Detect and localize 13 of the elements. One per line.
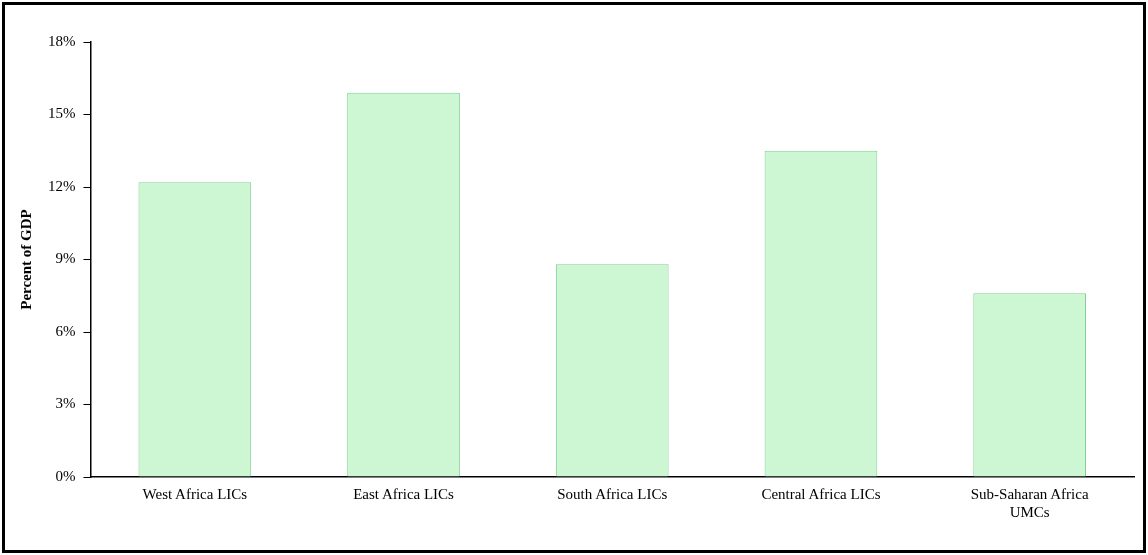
- y-tick-label: 18%: [48, 32, 76, 49]
- y-tick-label: 9%: [55, 250, 76, 267]
- y-tick-label: 3%: [55, 395, 76, 412]
- x-tick-label: South Africa LICs: [557, 485, 668, 502]
- x-tick-label: West Africa LICs: [142, 485, 248, 502]
- y-tick-label: 15%: [48, 105, 76, 122]
- y-tick-label: 12%: [48, 177, 76, 194]
- x-tick-label: East Africa LICs: [353, 485, 455, 502]
- y-axis-title: Percent of GDP: [17, 209, 34, 310]
- y-tick-label: 0%: [55, 467, 76, 484]
- x-tick-label: Central Africa LICs: [761, 485, 881, 502]
- y-tick-label: 6%: [55, 322, 76, 339]
- x-tick-label: Sub-Saharan Africa UMCs: [970, 485, 1089, 520]
